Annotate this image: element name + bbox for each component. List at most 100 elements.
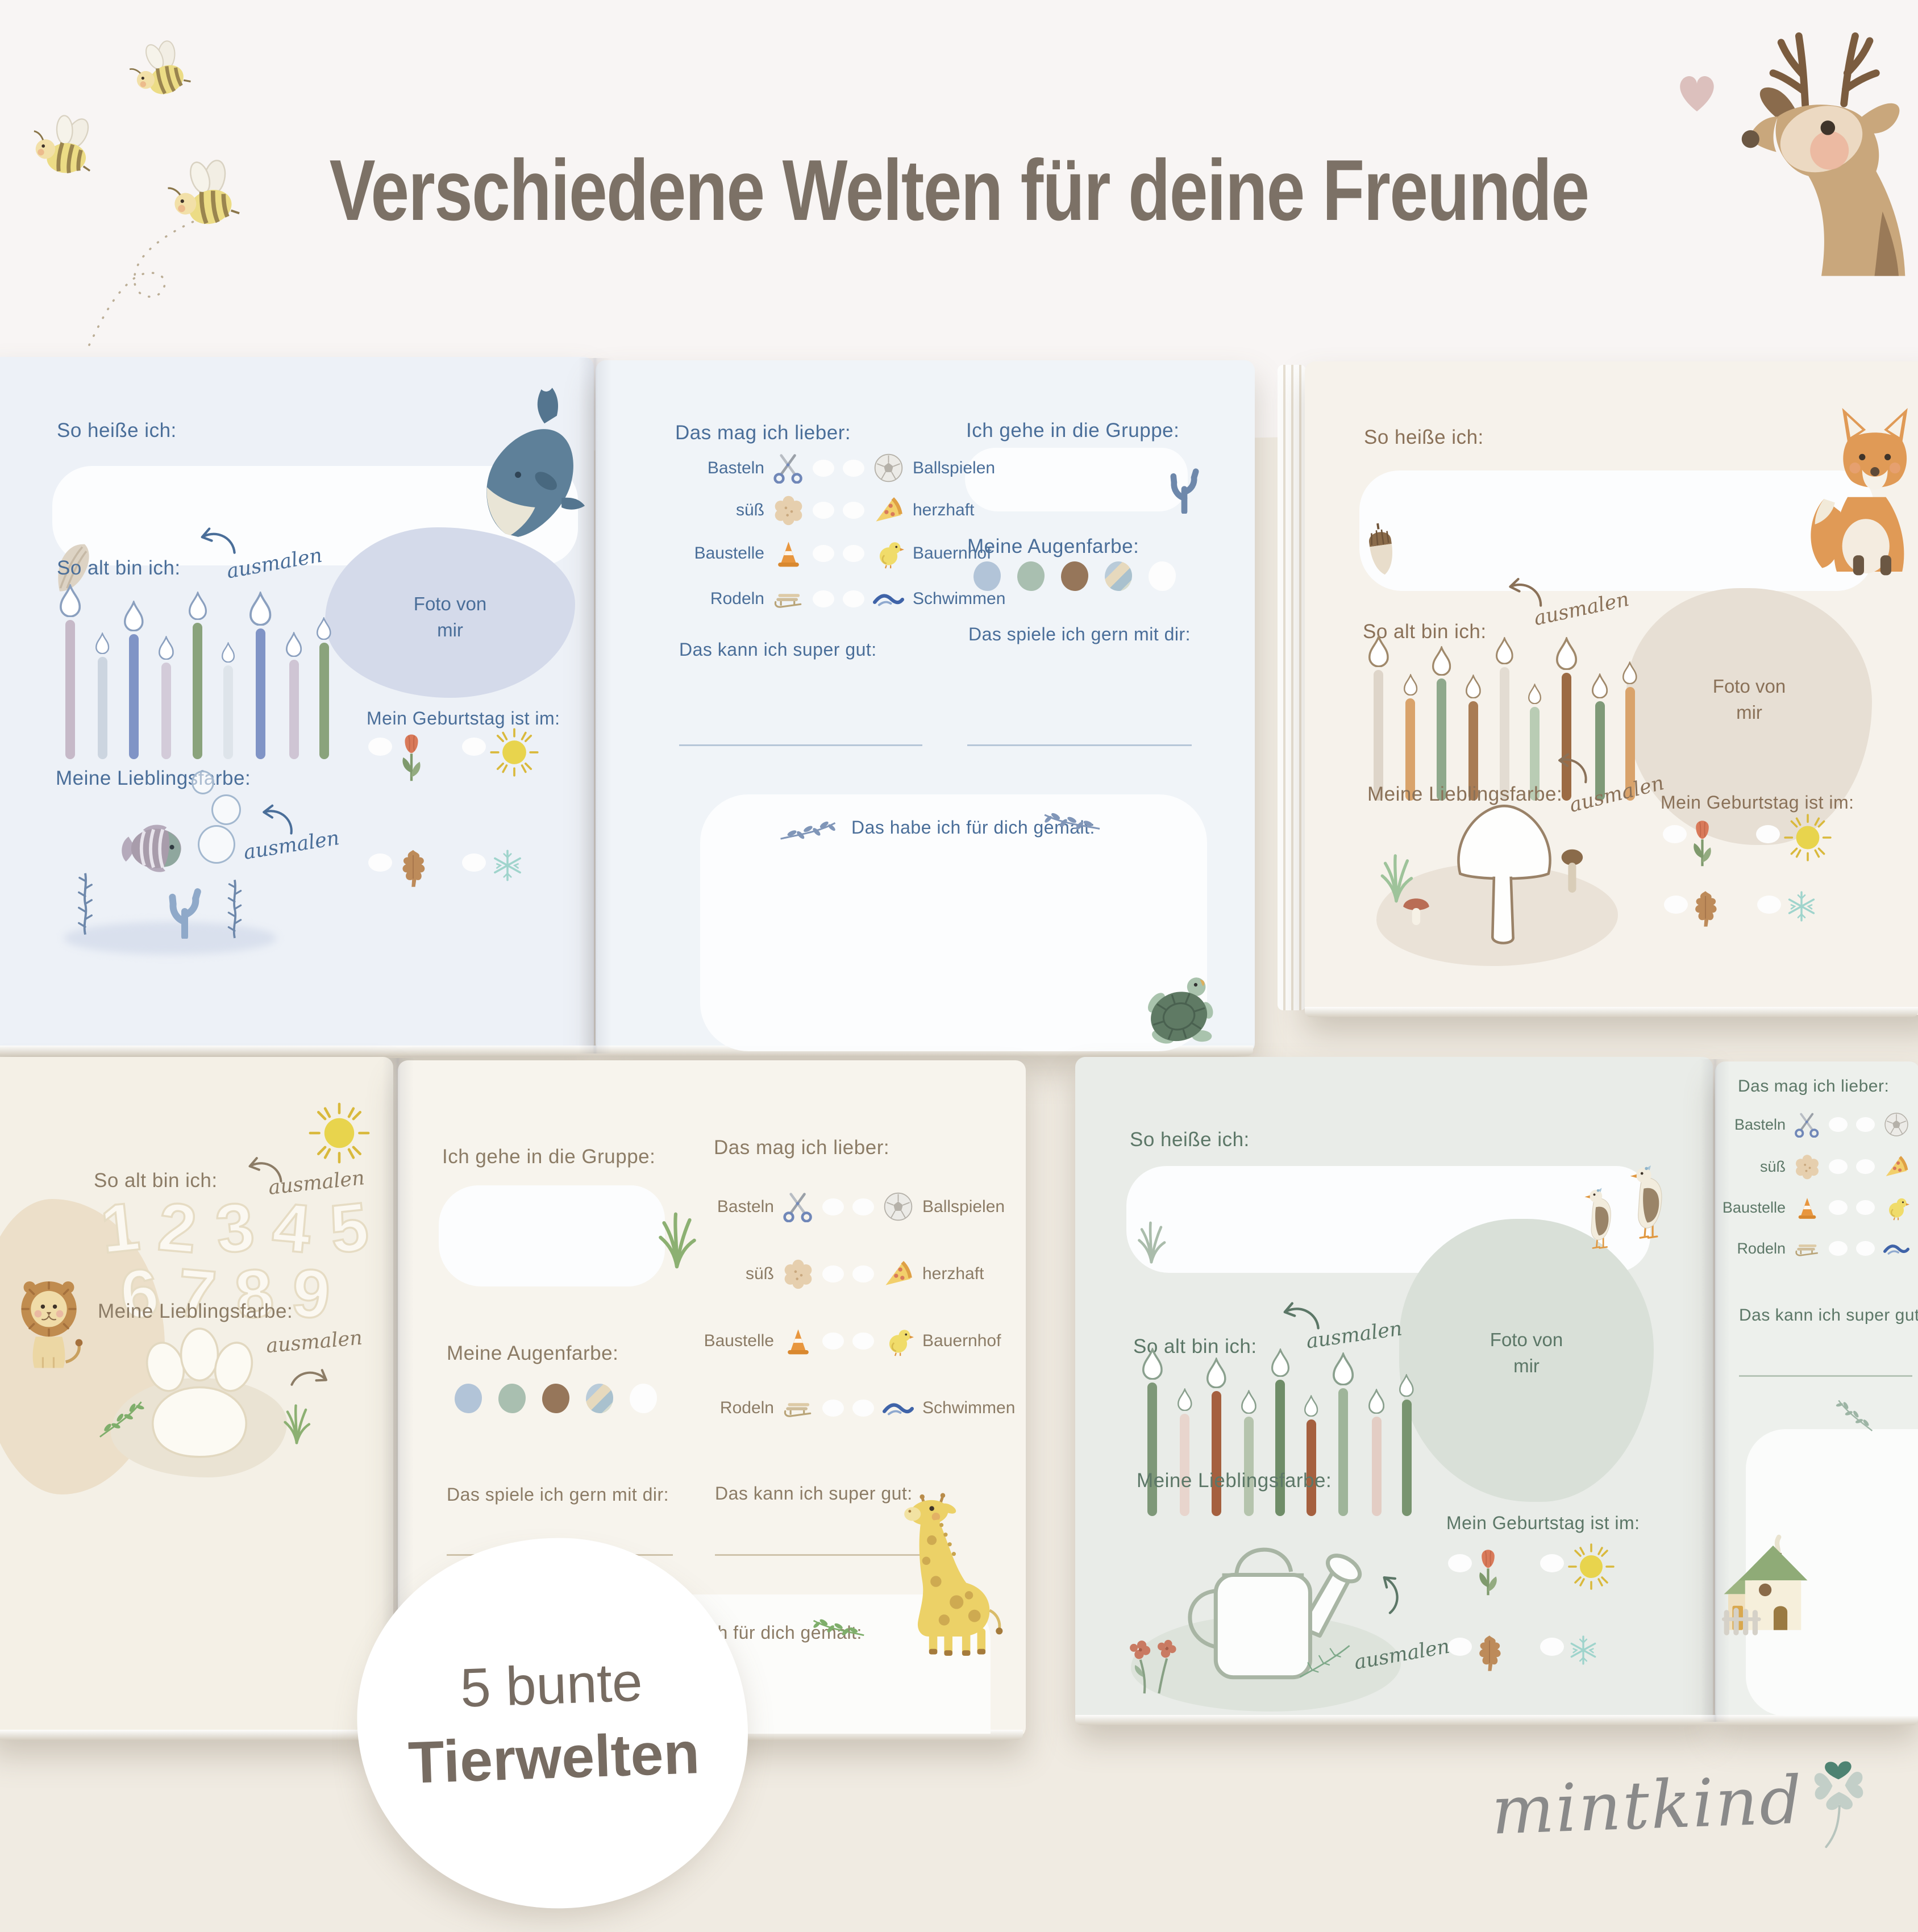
option-label: herzhaft	[922, 1264, 984, 1283]
eye-color-dot	[630, 1384, 657, 1413]
photo-line: Foto von	[1712, 676, 1786, 697]
option-checkbox	[1829, 1117, 1848, 1132]
option-checkbox	[852, 1198, 874, 1215]
birthday-label: Mein Geburtstag ist im:	[1661, 792, 1854, 813]
eye-color-dot	[586, 1384, 613, 1413]
group-field	[965, 448, 1188, 511]
candle	[1399, 1374, 1414, 1516]
option-label: Basteln	[707, 458, 764, 477]
season-checkbox	[1448, 1638, 1472, 1656]
option-label: süß	[1759, 1157, 1786, 1175]
option-checkbox	[1856, 1159, 1875, 1174]
age-label: So alt bin ich:	[94, 1169, 218, 1192]
photo-area	[1626, 588, 1872, 845]
option-label: herzhaft	[913, 500, 975, 519]
candle	[189, 592, 207, 759]
flame-icon	[1142, 1348, 1163, 1380]
title-part-bold: Freunde	[1322, 142, 1590, 239]
fern-icon	[1297, 1639, 1353, 1680]
prefer-row: Rodeln Schwimmen	[689, 1392, 1015, 1423]
option-checkbox	[1829, 1159, 1848, 1174]
page-stack	[1278, 365, 1306, 1010]
feature-badge: 5 bunte Tierwelten	[357, 1538, 748, 1908]
season-checkbox	[462, 853, 486, 872]
candle	[1241, 1390, 1257, 1516]
option-checkbox	[822, 1332, 844, 1350]
option-checkbox	[813, 590, 834, 607]
option-checkbox	[852, 1265, 874, 1283]
option-label: Ballspielen	[922, 1197, 1005, 1216]
candle	[1622, 661, 1637, 801]
eye-color-dot	[498, 1384, 526, 1413]
candle	[1142, 1348, 1163, 1516]
brand-logo: mintkind	[1490, 1759, 1874, 1864]
candle	[222, 642, 235, 759]
candle	[1178, 1388, 1192, 1516]
option-checkbox	[822, 1198, 844, 1215]
bee-trail	[73, 217, 206, 353]
season-checkbox	[1448, 1554, 1472, 1572]
candle	[1368, 1389, 1384, 1516]
good-at-label: Das kann ich super gut:	[679, 639, 877, 660]
candle	[1592, 673, 1608, 801]
flame-icon	[1206, 1358, 1226, 1388]
photo-placeholder: Foto von mir	[1664, 673, 1834, 726]
photo-line: mir	[1513, 1355, 1540, 1377]
option-checkbox	[1856, 1241, 1875, 1256]
candle	[1556, 637, 1577, 801]
candle	[1404, 674, 1417, 801]
candle	[1368, 635, 1389, 801]
candle	[95, 632, 109, 759]
photo-placeholder: Foto von mir	[1441, 1327, 1612, 1379]
sled-icon	[1794, 1235, 1820, 1261]
write-line	[679, 744, 922, 746]
season-checkbox	[1757, 896, 1781, 914]
season-checkbox	[1540, 1554, 1564, 1572]
scissors-icon	[1794, 1111, 1820, 1138]
option-label: Basteln	[1734, 1115, 1786, 1133]
group-label: Ich gehe in die Gruppe:	[442, 1146, 656, 1168]
prefer-row: Basteln Ballspielen	[689, 1191, 1005, 1222]
prefer-label: Das mag ich lieber:	[714, 1136, 890, 1159]
option-checkbox	[822, 1265, 844, 1283]
play-label: Das spiele ich gern mit dir:	[968, 624, 1191, 644]
age-candles	[1368, 635, 1637, 801]
photo-placeholder: Foto von mir	[365, 591, 535, 643]
name-label: So heiße ich:	[1364, 426, 1484, 448]
photo-line: Foto von	[413, 593, 487, 614]
option-label: Ballspielen	[913, 458, 996, 477]
option-label: süß	[735, 500, 764, 519]
book-spine	[579, 358, 611, 1054]
candle	[1528, 684, 1541, 801]
age-label: So alt bin ich:	[1363, 621, 1487, 643]
snowflake-icon	[1567, 1634, 1600, 1667]
good-at-label: Das kann ich super gut:	[1739, 1306, 1918, 1325]
name-label: So heiße ich:	[57, 419, 177, 442]
option-checkbox	[1829, 1241, 1848, 1256]
flame-icon	[1178, 1388, 1192, 1411]
bubble	[192, 771, 214, 794]
oak-leaf-icon	[1475, 1632, 1504, 1677]
candle	[1271, 1348, 1289, 1516]
age-label: So alt bin ich:	[57, 557, 181, 579]
season-checkbox	[1663, 825, 1687, 843]
candle	[1496, 637, 1513, 801]
prefer-row: Rodeln	[1722, 1235, 1909, 1261]
candle	[249, 592, 271, 759]
option-label: Baustelle	[704, 1331, 774, 1350]
write-line	[967, 744, 1192, 746]
tulip-icon	[1475, 1544, 1501, 1598]
flame-icon	[1333, 1352, 1354, 1385]
clover-icon	[1804, 1749, 1874, 1854]
season-checkbox	[1664, 896, 1688, 914]
cone-icon	[1794, 1194, 1820, 1221]
favorite-color-label: Meine Lieblingsfarbe:	[1367, 783, 1563, 805]
option-label: Rodeln	[1737, 1239, 1786, 1257]
eye-color-label: Meine Augenfarbe:	[447, 1342, 619, 1364]
group-field	[439, 1185, 665, 1286]
photo-area	[325, 527, 575, 698]
sprig-icon	[1134, 1208, 1169, 1264]
option-label: Schwimmen	[913, 589, 1006, 608]
option-label: Bauernhof	[922, 1331, 1001, 1350]
